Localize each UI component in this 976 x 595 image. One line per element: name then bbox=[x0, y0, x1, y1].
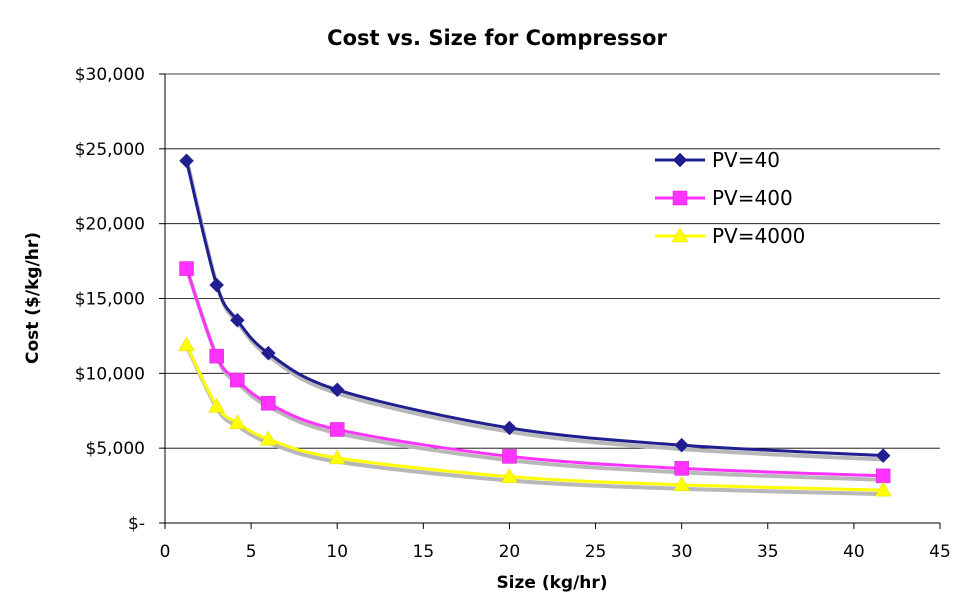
data-point bbox=[674, 437, 690, 453]
x-tick-label: 15 bbox=[413, 542, 435, 562]
legend-item: PV=4000 bbox=[655, 224, 805, 248]
series-1 bbox=[179, 261, 891, 484]
legend-label: PV=400 bbox=[712, 186, 793, 210]
legend: PV=40 PV=400 PV=4000 bbox=[655, 148, 805, 248]
data-point bbox=[179, 153, 194, 169]
x-tick-label: 45 bbox=[929, 542, 951, 562]
y-tick-label: $30,000 bbox=[75, 65, 145, 85]
data-point bbox=[875, 468, 891, 484]
series-line bbox=[185, 344, 884, 492]
x-tick-label: 40 bbox=[843, 542, 865, 562]
y-tick-label: $20,000 bbox=[75, 215, 145, 235]
series-2 bbox=[178, 336, 892, 497]
y-tick-label: $25,000 bbox=[75, 140, 145, 160]
x-tick-label: 35 bbox=[757, 542, 779, 562]
legend-marker bbox=[672, 152, 688, 168]
chart-title: Cost vs. Size for Compressor bbox=[327, 26, 667, 50]
series-layer bbox=[178, 153, 892, 497]
data-point bbox=[179, 261, 194, 276]
data-point bbox=[875, 448, 891, 464]
x-tick-label: 25 bbox=[585, 542, 607, 562]
series-shadow bbox=[186, 348, 885, 497]
data-point bbox=[674, 461, 689, 476]
data-point bbox=[209, 348, 224, 364]
data-point bbox=[228, 414, 246, 429]
x-tick-label: 30 bbox=[671, 542, 693, 562]
legend-item: PV=40 bbox=[655, 148, 780, 172]
legend-marker bbox=[671, 227, 689, 243]
x-tick-label: 20 bbox=[499, 542, 521, 562]
y-tick-label: $5,000 bbox=[86, 439, 145, 459]
data-point bbox=[261, 396, 276, 411]
data-point bbox=[328, 449, 346, 465]
axis-layer: $- $5,000 $10,000 $15,000 $20,000 $25,000 $30,… bbox=[75, 65, 951, 562]
data-point bbox=[260, 345, 276, 361]
data-point bbox=[208, 397, 226, 413]
data-point bbox=[230, 372, 245, 388]
y-tick-label: $15,000 bbox=[75, 290, 145, 310]
legend-label: PV=40 bbox=[712, 148, 780, 172]
x-axis-title: Size (kg/hr) bbox=[496, 573, 607, 593]
data-point bbox=[501, 468, 518, 483]
data-point bbox=[673, 476, 691, 492]
data-point bbox=[229, 312, 245, 328]
x-tick-label: 0 bbox=[160, 542, 171, 562]
y-axis-title: Cost ($/kg/hr) bbox=[23, 232, 43, 364]
data-point bbox=[329, 382, 345, 398]
data-point bbox=[259, 430, 277, 446]
y-tick-label: $10,000 bbox=[75, 364, 145, 384]
data-point bbox=[209, 277, 225, 293]
data-point bbox=[178, 336, 195, 352]
data-point bbox=[502, 449, 517, 464]
legend-marker bbox=[672, 190, 688, 206]
data-point bbox=[329, 422, 345, 437]
x-tick-label: 5 bbox=[246, 542, 257, 562]
series-line bbox=[185, 268, 884, 478]
y-tick-label: $- bbox=[128, 514, 145, 534]
series-0 bbox=[179, 153, 891, 464]
x-tick-label: 10 bbox=[326, 542, 348, 562]
legend-item: PV=400 bbox=[655, 186, 793, 210]
data-point bbox=[874, 481, 892, 497]
data-point bbox=[502, 420, 517, 436]
legend-label: PV=4000 bbox=[712, 224, 805, 248]
